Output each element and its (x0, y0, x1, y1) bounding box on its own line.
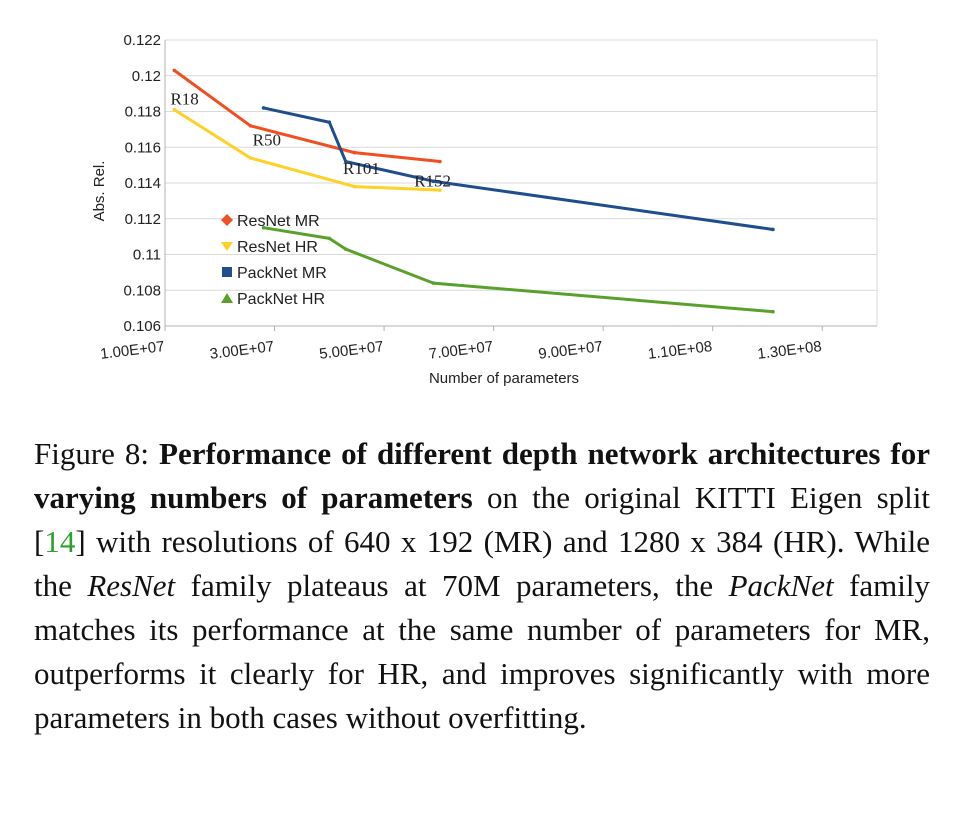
data-point (431, 179, 436, 184)
data-point (248, 156, 253, 160)
caption-label: Figure 8: (34, 436, 150, 471)
data-point (327, 236, 332, 241)
x-tick-label: 1.10E+08 (647, 338, 713, 363)
data-point (352, 184, 357, 189)
data-point (343, 247, 348, 251)
data-point (438, 159, 442, 164)
point-annotation: R152 (414, 172, 451, 191)
data-point (248, 124, 253, 128)
data-point (438, 188, 442, 192)
y-tick-label: 0.12 (132, 68, 161, 85)
series-line-resnet-mr (173, 69, 441, 164)
caption-italic-resnet: ResNet (87, 568, 176, 603)
point-annotation: R18 (170, 89, 198, 108)
x-tick-label: 5.00E+07 (318, 338, 384, 363)
legend-item: PackNet HR (221, 291, 325, 308)
y-tick-label: 0.11 (133, 247, 161, 264)
x-tick-label: 1.00E+07 (99, 338, 165, 363)
caption-text-3: family plateaus at 70M parameters, the (175, 568, 729, 603)
caption-italic-packnet: PackNet (728, 568, 834, 603)
series-lines (172, 68, 775, 314)
point-annotation: R50 (253, 130, 281, 149)
y-axis-title: Abs. Rel. (91, 161, 108, 222)
line-chart: 0.106 0.108 0.11 0.112 0.114 0.116 0.118 0.12 0.… (91, 32, 878, 387)
x-tick-label: 1.30E+08 (756, 338, 822, 363)
figure-caption: Figure 8: Performance of different depth… (34, 432, 930, 740)
point-annotation: R101 (343, 159, 380, 178)
legend-label: PackNet HR (237, 291, 325, 308)
citation-link[interactable]: 14 (44, 524, 76, 559)
caption-text-4: family matches its performance at the sa… (34, 568, 930, 735)
legend-label: ResNet HR (237, 239, 318, 256)
point-annotations: R18 R50 R101 R152 (170, 89, 451, 190)
y-tick-label: 0.118 (125, 104, 161, 121)
data-point (261, 225, 266, 230)
y-tick-label: 0.114 (125, 175, 161, 192)
triangle-down-marker-icon (221, 242, 233, 251)
legend-label: ResNet MR (237, 213, 320, 230)
legend-item: ResNet HR (221, 239, 318, 256)
y-tick-label: 0.106 (123, 318, 161, 335)
triangle-up-marker-icon (221, 293, 233, 303)
diamond-marker-icon (221, 214, 233, 226)
x-tick-labels: 1.00E+07 3.00E+07 5.00E+07 7.00E+07 9.00E+07… (99, 338, 822, 363)
series-line-resnet-hr (173, 108, 441, 192)
data-point (352, 150, 357, 155)
data-point (771, 309, 775, 314)
y-tick-label: 0.116 (125, 139, 161, 156)
data-point (261, 106, 266, 110)
legend-label: PackNet MR (237, 265, 327, 282)
data-point (771, 227, 775, 232)
y-tick-label: 0.112 (125, 211, 161, 228)
y-tick-label: 0.122 (123, 32, 161, 49)
axes (164, 40, 878, 331)
series-line-packnet-mr (263, 106, 774, 231)
y-tick-labels: 0.106 0.108 0.11 0.112 0.114 0.116 0.118 0.12 0.… (123, 32, 161, 335)
x-tick-label: 7.00E+07 (428, 338, 494, 363)
caption-text-1: on the original KITTI Eigen split [ (34, 480, 930, 559)
x-tick-label: 3.00E+07 (209, 338, 275, 363)
square-marker-icon (222, 267, 232, 277)
series-line-packnet-hr (263, 226, 774, 314)
caption-text-2: ] with resolutions of 640 x 192 (MR) and… (34, 524, 930, 603)
gridlines (165, 39, 877, 327)
data-point (172, 107, 177, 112)
data-point (327, 120, 332, 125)
legend: ResNet MR ResNet HR PackNet MR PackNet HR (221, 213, 327, 308)
data-point (172, 68, 177, 73)
caption-bold: Performance of different depth network a… (34, 436, 930, 515)
data-point (431, 281, 436, 285)
data-point (343, 159, 348, 164)
y-tick-label: 0.108 (123, 282, 161, 299)
x-axis-title: Number of parameters (429, 370, 579, 387)
legend-item: ResNet MR (221, 213, 320, 230)
legend-item: PackNet MR (222, 265, 327, 282)
x-tick-label: 9.00E+07 (537, 338, 603, 363)
